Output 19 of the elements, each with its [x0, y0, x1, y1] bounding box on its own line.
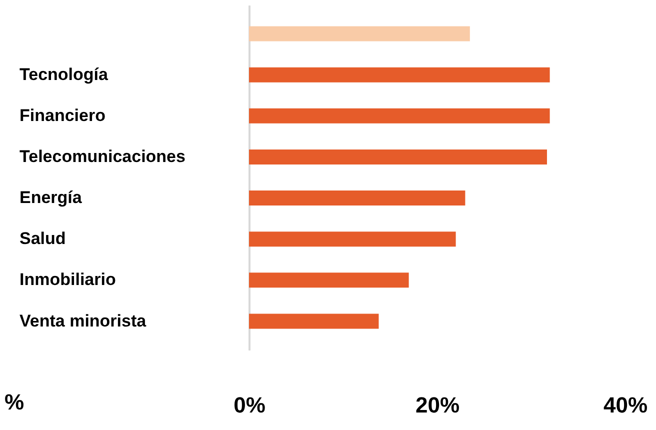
- x-tick-label: 20%: [415, 392, 460, 418]
- bar: [249, 190, 466, 206]
- bar: [249, 26, 470, 42]
- y-tick-label: Telecomunicaciones: [20, 146, 186, 166]
- y-tick-label: Energía: [20, 188, 82, 208]
- bar: [249, 314, 379, 329]
- bar: [249, 232, 456, 247]
- y-tick-label: Venta minorista: [20, 311, 147, 330]
- bar: [249, 67, 550, 82]
- x-tick-label: 40%: [603, 392, 648, 418]
- bar: [249, 149, 547, 164]
- bar: [249, 108, 550, 124]
- bar: [249, 272, 409, 288]
- y-tick-label: Salud: [20, 229, 66, 248]
- y-tick-label: Tecnología: [20, 64, 109, 84]
- x-axis-title: %: [4, 390, 24, 414]
- y-tick-label: Financiero: [20, 106, 106, 125]
- x-tick-label: 0%: [234, 392, 266, 418]
- y-tick-label: Inmobiliario: [20, 270, 116, 290]
